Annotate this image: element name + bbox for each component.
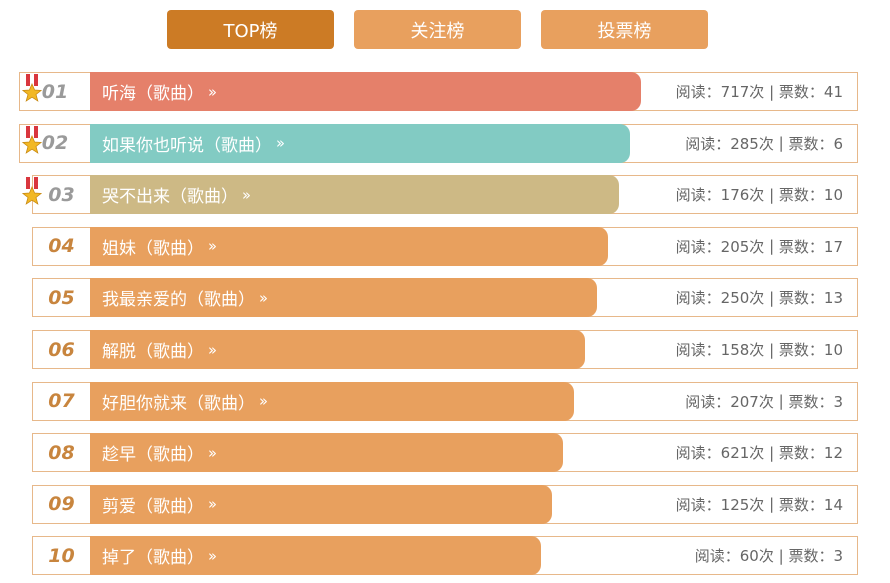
song-title[interactable]: 听海（歌曲） (102, 84, 204, 104)
ranking-row[interactable]: 10 掉了（歌曲） ›› 阅读：60次 | 票数：3 (32, 536, 858, 576)
song-title[interactable]: 哭不出来（歌曲） (102, 187, 238, 208)
read-count: 阅读：285次 (685, 134, 774, 153)
ranking-bar[interactable]: 听海（歌曲） ›› (90, 72, 642, 111)
ranking-bar[interactable]: 剪爱（歌曲） ›› (90, 484, 553, 524)
ranking-bar[interactable]: 我最亲爱的（歌曲） ›› (90, 278, 597, 318)
read-count: 阅读：207次 (685, 392, 774, 411)
double-chevron-right-icon: ›› (208, 237, 217, 256)
ranking-row[interactable]: 04 姐妹（歌曲） ›› 阅读：205次 | 票数：17 (32, 226, 858, 266)
song-title[interactable]: 剪爱（歌曲） (102, 496, 204, 517)
double-chevron-right-icon: ›› (276, 134, 285, 153)
ranking-row[interactable]: 02 如果你也听说（歌曲） ›› 阅读：285次 | 票数：6 (19, 123, 858, 163)
double-chevron-right-icon: ›› (208, 495, 217, 514)
ranking-row[interactable]: 09 剪爱（歌曲） ›› 阅读：125次 | 票数：14 (32, 484, 858, 524)
rank-number: 08 (48, 441, 75, 464)
double-chevron-right-icon: ›› (242, 185, 251, 204)
song-title[interactable]: 掉了（歌曲） (102, 548, 204, 569)
song-title[interactable]: 解脱（歌曲） (102, 342, 204, 362)
ranking-bar[interactable]: 哭不出来（歌曲） ›› (90, 175, 620, 215)
stats-separator: | (764, 185, 779, 204)
song-title[interactable]: 我最亲爱的（歌曲） (102, 290, 255, 311)
ranking-row[interactable]: 06 解脱（歌曲） ›› 阅读：158次 | 票数：10 (32, 330, 858, 369)
vote-count: 票数：12 (778, 444, 843, 463)
tab-top[interactable]: TOP榜 (167, 10, 334, 49)
song-stats: 阅读：205次 | 票数：17 (676, 228, 843, 265)
ranking-row[interactable]: 08 趁早（歌曲） ›› 阅读：621次 | 票数：12 (32, 433, 858, 473)
stats-separator: | (764, 237, 779, 256)
read-count: 阅读：717次 (675, 83, 765, 101)
double-chevron-right-icon: ›› (208, 443, 217, 462)
vote-count: 票数：10 (778, 341, 843, 359)
song-stats: 阅读：717次 | 票数：41 (676, 73, 843, 110)
song-stats: 阅读：60次 | 票数：3 (695, 537, 843, 574)
stats-separator: | (773, 392, 789, 411)
double-chevron-right-icon: ›› (208, 82, 217, 101)
song-stats: 阅读：176次 | 票数：10 (676, 176, 843, 213)
vote-count: 票数：3 (788, 392, 843, 411)
song-stats: 阅读：621次 | 票数：12 (676, 434, 843, 471)
medal-icon (21, 74, 43, 106)
ranking-bar[interactable]: 掉了（歌曲） ›› (90, 536, 542, 576)
ranking-bar[interactable]: 姐妹（歌曲） ›› (90, 226, 608, 266)
stats-separator: | (773, 134, 789, 153)
vote-count: 票数：3 (788, 547, 843, 566)
ranking-row[interactable]: 05 我最亲爱的（歌曲） ›› 阅读：250次 | 票数：13 (32, 278, 858, 318)
ranking-bar[interactable]: 解脱（歌曲） ›› (90, 330, 586, 369)
rank-number: 07 (48, 390, 75, 413)
double-chevron-right-icon: ›› (208, 546, 217, 565)
vote-count: 票数：13 (778, 289, 843, 308)
song-stats: 阅读：125次 | 票数：14 (676, 486, 843, 523)
stats-separator: | (764, 340, 779, 359)
rank-number: 09 (48, 493, 75, 516)
ranking-bar[interactable]: 趁早（歌曲） ›› (90, 433, 563, 473)
stats-separator: | (764, 82, 779, 101)
ranking-row[interactable]: 03 哭不出来（歌曲） ›› 阅读：176次 | 票数：10 (32, 175, 858, 215)
song-stats: 阅读：158次 | 票数：10 (676, 331, 843, 368)
rank-number: 10 (48, 544, 75, 567)
vote-count: 票数：10 (778, 186, 843, 205)
ranking-row[interactable]: 01 听海（歌曲） ›› 阅读：717次 | 票数：41 (19, 72, 858, 111)
stats-separator: | (773, 546, 789, 565)
song-stats: 阅读：250次 | 票数：13 (676, 279, 843, 316)
rank-number: 05 (48, 286, 75, 309)
song-title[interactable]: 如果你也听说（歌曲） (102, 135, 272, 156)
double-chevron-right-icon: ›› (208, 340, 217, 359)
rank-number: 06 (48, 338, 75, 361)
medal-icon (21, 177, 43, 209)
rank-number: 01 (41, 80, 69, 103)
song-title[interactable]: 好胆你就来（歌曲） (102, 393, 255, 414)
read-count: 阅读：158次 (675, 341, 765, 359)
rank-number: 04 (48, 235, 75, 258)
stats-separator: | (764, 288, 779, 307)
ranking-tabs: TOP榜 关注榜 投票榜 (0, 10, 890, 50)
vote-count: 票数：6 (788, 134, 843, 153)
read-count: 阅读：60次 (694, 547, 774, 566)
vote-count: 票数：41 (778, 83, 843, 101)
ranking-bar[interactable]: 如果你也听说（歌曲） ›› (90, 123, 630, 163)
read-count: 阅读：250次 (675, 289, 765, 308)
ranking-row[interactable]: 07 好胆你就来（歌曲） ›› 阅读：207次 | 票数：3 (32, 381, 858, 421)
song-title[interactable]: 姐妹（歌曲） (102, 238, 204, 259)
song-stats: 阅读：207次 | 票数：3 (685, 383, 843, 420)
vote-count: 票数：17 (778, 237, 843, 256)
double-chevron-right-icon: ›› (259, 392, 268, 411)
ranking-bar[interactable]: 好胆你就来（歌曲） ›› (90, 381, 575, 421)
tab-vote[interactable]: 投票榜 (541, 10, 708, 49)
song-title[interactable]: 趁早（歌曲） (102, 445, 204, 466)
rank-number: 03 (48, 183, 75, 206)
rank-number: 02 (41, 132, 69, 155)
stats-separator: | (764, 495, 779, 514)
medal-icon (21, 125, 43, 158)
read-count: 阅读：621次 (675, 444, 765, 463)
vote-count: 票数：14 (778, 495, 843, 514)
stats-separator: | (764, 443, 779, 462)
read-count: 阅读：205次 (675, 237, 765, 256)
read-count: 阅读：125次 (675, 495, 765, 514)
double-chevron-right-icon: ›› (259, 288, 268, 307)
song-stats: 阅读：285次 | 票数：6 (685, 125, 843, 162)
tab-follow[interactable]: 关注榜 (354, 10, 521, 49)
read-count: 阅读：176次 (675, 186, 765, 205)
